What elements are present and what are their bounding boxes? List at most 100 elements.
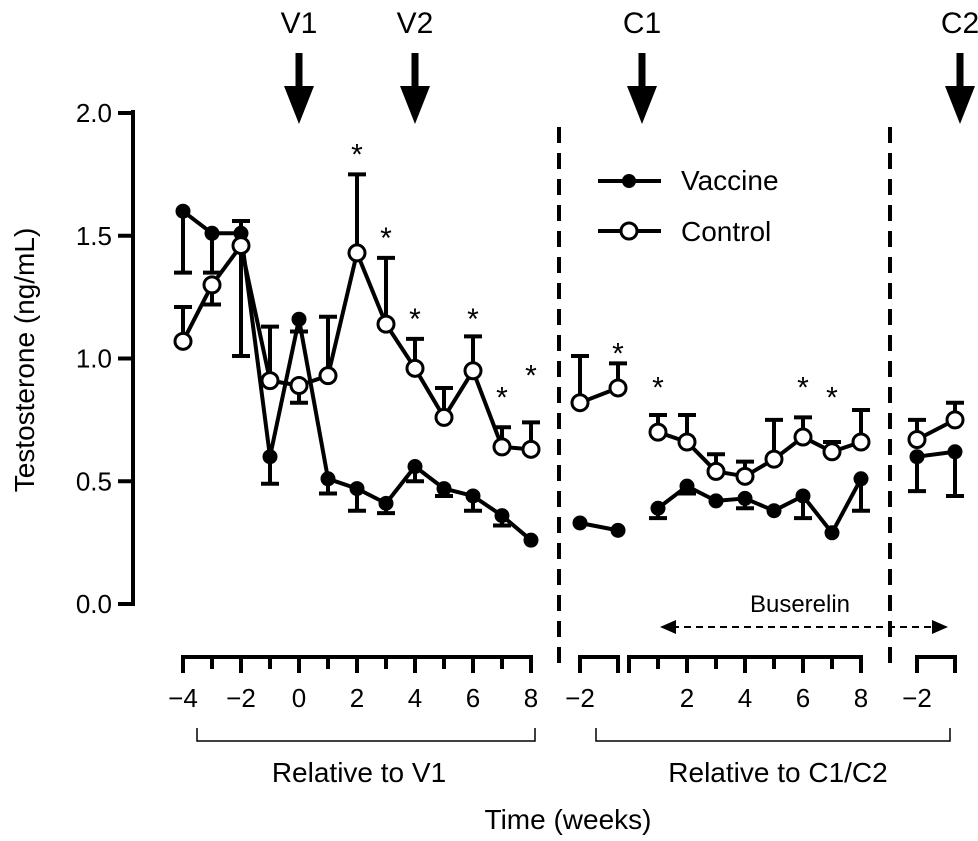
event-arrow-c1	[627, 53, 657, 124]
point-vaccine	[262, 449, 278, 465]
arrow-head	[627, 86, 657, 124]
x-tick-label: 2	[350, 683, 364, 713]
point-control	[173, 331, 193, 351]
point-vaccine	[909, 449, 925, 465]
event-label-v2: V2	[397, 7, 434, 40]
event-label-c1: C1	[623, 7, 661, 40]
x-tick-label: −4	[168, 683, 198, 713]
point-control	[706, 461, 726, 481]
buserelin-arrow-left	[660, 620, 676, 634]
y-tick-label: 0.5	[76, 466, 112, 496]
group-bracket	[196, 728, 536, 742]
point-vaccine	[494, 508, 510, 524]
significance-star: *	[409, 303, 421, 336]
y-axis-label: Testosterone (ng/mL)	[9, 228, 40, 493]
x-tick-label: −2	[565, 683, 595, 713]
event-arrow-c2	[945, 53, 975, 124]
point-control	[851, 432, 871, 452]
x-axis-label: Time (weeks)	[485, 804, 652, 835]
x-tick-label: 0	[292, 683, 306, 713]
axes-layer	[118, 53, 975, 742]
x-tick-label: 2	[680, 683, 694, 713]
point-vaccine	[407, 459, 423, 475]
point-vaccine	[766, 503, 782, 519]
significance-star: *	[826, 382, 838, 415]
significance-star: *	[496, 382, 508, 415]
significance-star: *	[525, 359, 537, 392]
point-vaccine	[737, 490, 753, 506]
point-vaccine	[291, 311, 307, 327]
point-control	[376, 314, 396, 334]
data-layer	[173, 172, 965, 548]
point-control	[289, 376, 309, 396]
point-vaccine	[679, 478, 695, 494]
event-arrow-v2	[400, 53, 430, 124]
point-vaccine	[204, 225, 220, 241]
point-vaccine	[708, 493, 724, 509]
x-tick-label: −2	[226, 683, 256, 713]
point-vaccine	[572, 515, 588, 531]
point-control	[570, 393, 590, 413]
x-tick-label: 4	[408, 683, 422, 713]
significance-star: *	[351, 138, 363, 171]
group-bracket	[595, 728, 951, 742]
x-tick-label: 4	[738, 683, 752, 713]
point-control	[648, 422, 668, 442]
point-control	[907, 430, 927, 450]
point-control	[434, 407, 454, 427]
significance-star: *	[652, 372, 664, 405]
point-control	[945, 410, 965, 430]
point-control	[764, 449, 784, 469]
y-tick-label: 1.5	[76, 221, 112, 251]
event-label-c2: C2	[941, 7, 978, 40]
point-vaccine	[349, 481, 365, 497]
point-vaccine	[320, 471, 336, 487]
legend-marker-vaccine	[622, 174, 636, 188]
point-vaccine	[853, 471, 869, 487]
point-control	[608, 378, 628, 398]
point-vaccine	[650, 500, 666, 516]
significance-star: *	[612, 337, 624, 370]
x-tick-label: −2	[902, 683, 932, 713]
point-control	[677, 432, 697, 452]
event-arrow-v1	[284, 53, 314, 124]
arrow-head	[284, 86, 314, 124]
significance-star: *	[797, 372, 809, 405]
point-control	[202, 275, 222, 295]
buserelin-label: Buserelin	[750, 591, 850, 618]
point-control	[318, 366, 338, 386]
x-tick-label: 6	[466, 683, 480, 713]
point-vaccine	[378, 495, 394, 511]
point-control	[260, 371, 280, 391]
point-control	[405, 358, 425, 378]
point-vaccine	[175, 203, 191, 219]
point-vaccine	[947, 444, 963, 460]
significance-star: *	[467, 303, 479, 336]
point-vaccine	[465, 488, 481, 504]
legend-marker-control	[619, 221, 639, 241]
point-control	[793, 427, 813, 447]
x-tick-label: 6	[796, 683, 810, 713]
point-vaccine	[523, 532, 539, 548]
point-control	[347, 243, 367, 263]
significance-star: *	[380, 222, 392, 255]
point-vaccine	[610, 522, 626, 538]
point-control	[492, 437, 512, 457]
point-control	[463, 361, 483, 381]
text-layer: Testosterone (ng/mL) Time (weeks) Relati…	[9, 7, 978, 835]
legend-label-vaccine: Vaccine	[681, 165, 779, 196]
point-vaccine	[795, 488, 811, 504]
y-tick-label: 1.0	[76, 344, 112, 374]
arrow-head	[945, 86, 975, 124]
point-control	[735, 466, 755, 486]
buserelin-arrow-right	[932, 620, 948, 634]
series-line-control	[181, 243, 532, 452]
x-tick-label: 8	[524, 683, 538, 713]
legend-label-control: Control	[681, 216, 771, 247]
y-tick-label: 0.0	[76, 589, 112, 619]
x-tick-label: 8	[854, 683, 868, 713]
y-tick-label: 2.0	[76, 98, 112, 128]
point-control	[822, 442, 842, 462]
group-label-relative-v1: Relative to V1	[272, 757, 446, 788]
